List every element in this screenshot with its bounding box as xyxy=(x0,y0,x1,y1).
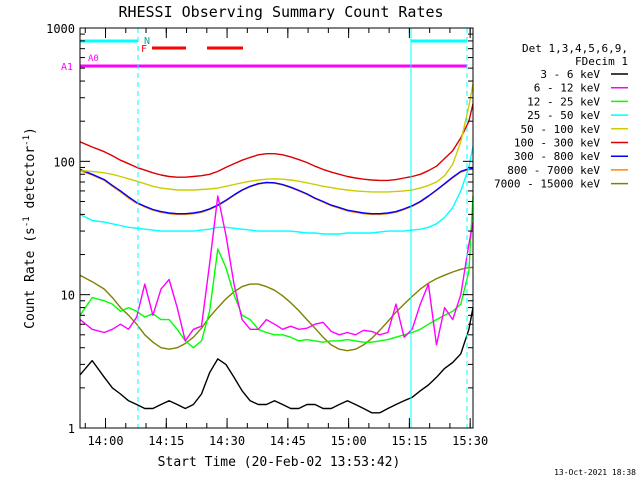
x-tick-label: 14:45 xyxy=(270,434,306,448)
x-tick-label: 14:15 xyxy=(148,434,184,448)
legend-header-line: Det 1,3,4,5,6,9, xyxy=(522,42,628,55)
series-line-8 xyxy=(79,266,473,352)
chart-title: RHESSI Observing Summary Count Rates xyxy=(118,3,443,21)
legend-entry-label: 7000 - 15000 keV xyxy=(494,178,600,191)
x-tick-label: 15:15 xyxy=(391,434,427,448)
legend-entry-label: 100 - 300 keV xyxy=(514,137,600,150)
y-axis: 1 10 100 1000 xyxy=(46,22,473,436)
y-axis-label: Count Rate (s-1 detector-1) xyxy=(22,127,38,329)
y-tick-label: 1 xyxy=(68,422,75,436)
a1-label: A1 xyxy=(61,62,73,73)
y-tick-label: 10 xyxy=(61,289,75,303)
y-tick-label: 100 xyxy=(53,155,75,169)
y-tick-label: 1000 xyxy=(46,22,75,36)
series-line-3 xyxy=(79,145,474,235)
legend-entry-label: 300 - 800 keV xyxy=(514,150,600,163)
series-line-1 xyxy=(79,195,474,346)
n-label: N xyxy=(144,36,150,47)
f-label: F xyxy=(141,44,147,55)
x-axis: 14:00 14:15 14:30 14:45 15:00 15:15 15:30 xyxy=(84,28,488,448)
series-line-6 xyxy=(79,168,473,215)
legend-entry-label: 6 - 12 keV xyxy=(534,82,601,95)
legend-entry-label: 12 - 25 keV xyxy=(527,95,600,108)
legend-entry-label: 800 - 7000 keV xyxy=(507,164,600,177)
x-tick-label: 14:30 xyxy=(209,434,245,448)
x-axis-label: Start Time (20-Feb-02 13:53:42) xyxy=(158,455,401,470)
x-tick-label: 14:00 xyxy=(87,434,123,448)
legend-entry-label: 25 - 50 keV xyxy=(527,109,600,122)
legend-header-line: FDecim 1 xyxy=(575,55,628,68)
series-line-5 xyxy=(79,103,474,182)
footer-date: 13-Oct-2021 18:38 xyxy=(554,468,636,477)
flag-markers: A1 A0 N F xyxy=(61,28,468,428)
series-line-0 xyxy=(79,307,474,414)
series-line-4 xyxy=(79,83,474,193)
a0-label: A0 xyxy=(88,54,99,64)
legend-entry-label: 50 - 100 keV xyxy=(521,123,601,136)
x-tick-label: 15:30 xyxy=(452,434,488,448)
legend-entry-label: 3 - 6 keV xyxy=(540,68,600,81)
x-tick-label: 15:00 xyxy=(331,434,367,448)
data-series-layer xyxy=(79,83,474,414)
plot-frame xyxy=(79,27,474,429)
